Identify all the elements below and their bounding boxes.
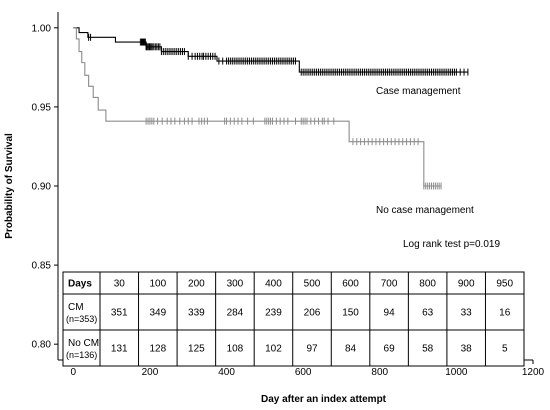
- y-tick-label: 0.95: [32, 102, 52, 113]
- risk-table-day: 30: [114, 279, 126, 290]
- y-tick-label: 0.80: [32, 340, 52, 351]
- risk-table-value: 102: [265, 344, 282, 355]
- risk-table-day: 400: [265, 279, 282, 290]
- risk-table-value: 206: [304, 308, 321, 319]
- risk-table-value: 63: [422, 308, 434, 319]
- risk-table-value: 150: [342, 308, 359, 319]
- risk-table-frame: [62, 271, 525, 367]
- risk-table-value: 239: [265, 308, 282, 319]
- risk-table-value: 128: [149, 344, 166, 355]
- risk-table-value: 69: [384, 344, 396, 355]
- risk-table-value: 16: [499, 308, 511, 319]
- series-case-management: [73, 27, 469, 76]
- x-tick-label: 800: [371, 367, 388, 378]
- risk-table-header-label: Days: [68, 279, 92, 290]
- risk-table-value: 38: [461, 344, 473, 355]
- risk-table-day: 900: [458, 279, 475, 290]
- risk-table-row-label: No CM: [68, 338, 99, 349]
- risk-table-value: 125: [188, 344, 205, 355]
- risk-table-value: 5: [502, 344, 508, 355]
- annotation-case-management: Case management: [376, 86, 461, 97]
- risk-table: Days 30 100 200 300 400 500 600 700 800 900 950CM(n…: [62, 271, 525, 367]
- risk-table-day: 300: [227, 279, 244, 290]
- risk-table-day: 950: [496, 279, 513, 290]
- x-tick-label: 1000: [445, 367, 468, 378]
- y-tick-label: 0.90: [32, 182, 52, 193]
- series-no-case-management: [73, 27, 442, 190]
- risk-table-value: 94: [384, 308, 396, 319]
- risk-table-value: 339: [188, 308, 205, 319]
- annotation-log-rank-test: Log rank test p=0.019: [403, 239, 500, 250]
- risk-table-value: 84: [345, 344, 357, 355]
- risk-table-row-count: (n=136): [66, 350, 97, 360]
- x-tick-label: 1200: [522, 367, 545, 378]
- risk-table-day: 100: [149, 279, 166, 290]
- risk-table-row-count: (n=353): [66, 314, 97, 324]
- risk-table-day: 700: [381, 279, 398, 290]
- x-tick-label: 200: [142, 367, 159, 378]
- risk-table-value: 58: [422, 344, 434, 355]
- risk-table-value: 108: [227, 344, 244, 355]
- risk-table-value: 349: [149, 308, 166, 319]
- y-axis-ticks: 0.80 0.85 0.90 0.95 1.00: [32, 23, 58, 351]
- risk-table-value: 97: [306, 344, 318, 355]
- risk-table-day: 200: [188, 279, 205, 290]
- survival-line: [73, 27, 442, 187]
- x-axis-title: Day after an index attempt: [261, 394, 387, 405]
- x-tick-label: 0: [71, 367, 77, 378]
- y-axis-title: Probability of Survival: [4, 133, 15, 239]
- risk-table-value: 131: [111, 344, 128, 355]
- risk-table-value: 351: [111, 308, 128, 319]
- annotation-no-case-management: No case management: [376, 205, 474, 216]
- risk-table-value: 33: [461, 308, 473, 319]
- x-tick-label: 400: [218, 367, 235, 378]
- risk-table-row-label: CM: [68, 302, 84, 313]
- risk-table-day: 800: [419, 279, 436, 290]
- risk-table-value: 284: [227, 308, 244, 319]
- risk-table-day: 600: [342, 279, 359, 290]
- x-tick-label: 600: [295, 367, 312, 378]
- series-layer: [73, 27, 469, 190]
- y-tick-label: 0.85: [32, 261, 52, 272]
- risk-table-day: 500: [304, 279, 321, 290]
- y-tick-label: 1.00: [32, 23, 52, 34]
